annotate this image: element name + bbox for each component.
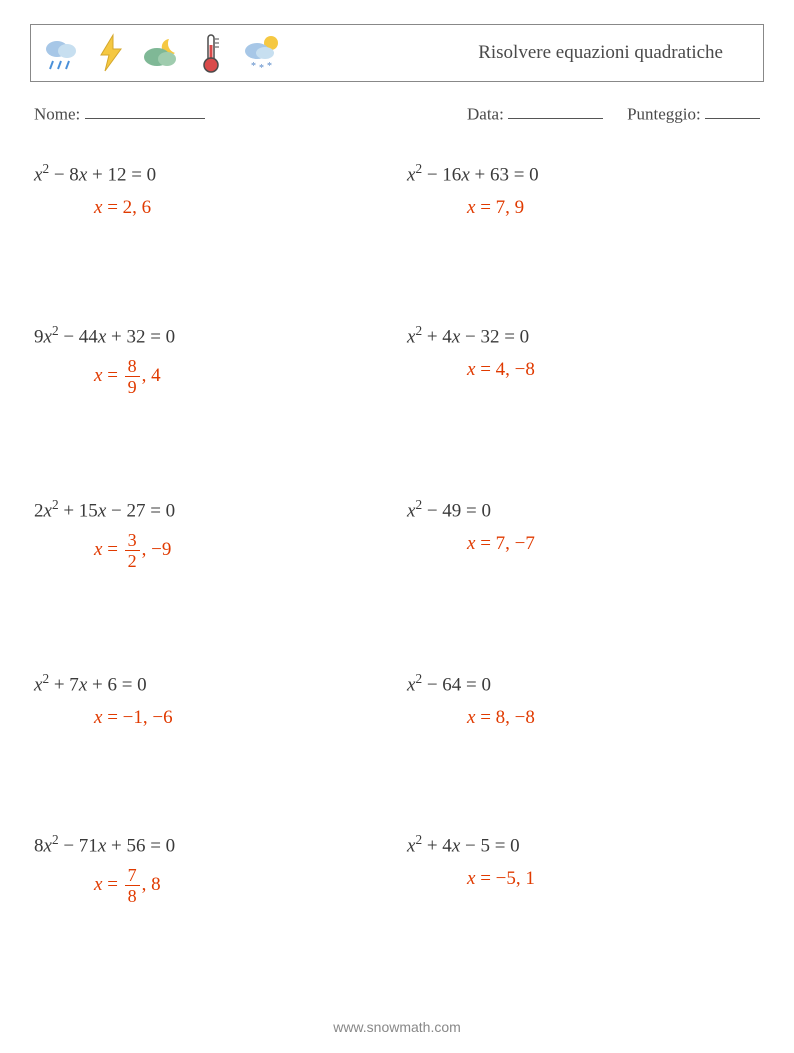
rain-cloud-icon: [39, 31, 83, 75]
problem-2: x2 − 16x + 63 = 0 x = 7, 9: [407, 160, 760, 222]
problem-8: x2 − 64 = 0 x = 8, −8: [407, 670, 760, 732]
snow-cloud-icon: * * *: [239, 31, 283, 75]
thermometer-icon: [189, 31, 233, 75]
answer: x = 89, 4: [34, 357, 387, 396]
date-blank[interactable]: [508, 104, 603, 119]
lightning-icon: [89, 31, 133, 75]
svg-text:*: *: [267, 61, 272, 72]
problem-9: 8x2 − 71x + 56 = 0 x = 78, 8: [34, 831, 387, 905]
answer: x = −5, 1: [407, 866, 760, 893]
date-label: Data:: [467, 104, 504, 123]
worksheet-title: Risolvere equazioni quadratiche: [478, 42, 723, 64]
svg-text:*: *: [251, 61, 256, 72]
equation: x2 − 64 = 0: [407, 670, 760, 699]
answer: x = −1, −6: [34, 705, 387, 732]
header-box: * * * Risolvere equazioni quadratiche: [30, 24, 764, 82]
score-label: Punteggio:: [627, 104, 701, 123]
equation: x2 − 16x + 63 = 0: [407, 160, 760, 189]
equation: 9x2 − 44x + 32 = 0: [34, 322, 387, 351]
problem-7: x2 + 7x + 6 = 0 x = −1, −6: [34, 670, 387, 732]
problem-1: x2 − 8x + 12 = 0 x = 2, 6: [34, 160, 387, 222]
equation: x2 + 7x + 6 = 0: [34, 670, 387, 699]
answer: x = 7, 9: [407, 195, 760, 222]
score-field: Punteggio:: [627, 104, 760, 124]
problem-6: x2 − 49 = 0 x = 7, −7: [407, 496, 760, 570]
answer: x = 4, −8: [407, 357, 760, 384]
problem-4: x2 + 4x − 32 = 0 x = 4, −8: [407, 322, 760, 396]
header-icon-row: * * *: [39, 31, 283, 75]
problem-5: 2x2 + 15x − 27 = 0 x = 32, −9: [34, 496, 387, 570]
problem-10: x2 + 4x − 5 = 0 x = −5, 1: [407, 831, 760, 905]
date-field: Data:: [467, 104, 603, 124]
night-cloud-icon: [139, 31, 183, 75]
equation: 2x2 + 15x − 27 = 0: [34, 496, 387, 525]
answer: x = 32, −9: [34, 531, 387, 570]
info-line: Nome: Data: Punteggio:: [30, 104, 764, 124]
answer: x = 7, −7: [407, 531, 760, 558]
problem-3: 9x2 − 44x + 32 = 0 x = 89, 4: [34, 322, 387, 396]
answer: x = 78, 8: [34, 866, 387, 905]
score-blank[interactable]: [705, 104, 760, 119]
equation: x2 − 49 = 0: [407, 496, 760, 525]
answer: x = 8, −8: [407, 705, 760, 732]
footer: www.snowmath.com: [0, 1019, 794, 1035]
equation: x2 + 4x − 32 = 0: [407, 322, 760, 351]
worksheet-page: * * * Risolvere equazioni quadratiche No…: [0, 0, 794, 905]
footer-text: www.snowmath.com: [333, 1019, 461, 1035]
answer: x = 2, 6: [34, 195, 387, 222]
svg-text:*: *: [259, 63, 264, 74]
name-label: Nome:: [34, 104, 80, 123]
problems-grid: x2 − 8x + 12 = 0 x = 2, 6 x2 − 16x + 63 = …: [30, 160, 764, 905]
name-blank[interactable]: [85, 104, 205, 119]
equation: x2 − 8x + 12 = 0: [34, 160, 387, 189]
name-field: Nome:: [34, 104, 205, 124]
equation: x2 + 4x − 5 = 0: [407, 831, 760, 860]
equation: 8x2 − 71x + 56 = 0: [34, 831, 387, 860]
